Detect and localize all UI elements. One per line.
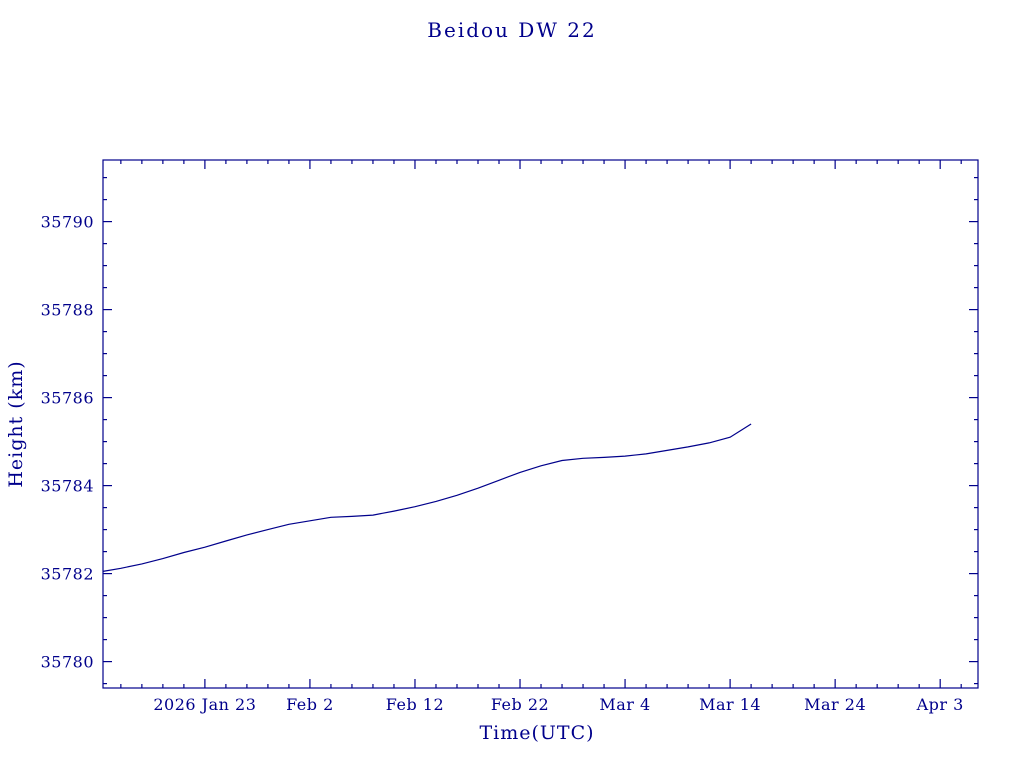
y-tick-label: 35786 [41,389,94,408]
x-tick-label: Mar 4 [599,695,650,714]
chart-title: Beidou DW 22 [427,18,596,42]
x-tick-label: Feb 2 [286,695,334,714]
y-tick-label: 35790 [41,213,94,232]
y-tick-label: 35784 [41,477,94,496]
x-tick-label: Apr 3 [916,695,964,714]
y-tick-label: 35780 [41,653,94,672]
x-tick-label: Feb 12 [386,695,444,714]
y-tick-label: 35788 [41,301,94,320]
x-tick-label: Feb 22 [491,695,549,714]
axis-tick-labels: 2026 Jan 23 Feb 2 Feb 12 Feb 22 Mar 4 Mar 14 M… [41,213,964,714]
x-tick-label: Mar 14 [699,695,761,714]
x-tick-label: Mar 24 [804,695,866,714]
plot-area-border [102,159,979,689]
x-axis-label: Time(UTC) [479,722,594,744]
minor-axis-ticks [103,160,978,688]
x-tick-label: 2026 Jan 23 [153,695,256,714]
y-axis-label: Height (km) [5,360,27,487]
y-tick-label: 35782 [41,565,94,584]
data-series-line [102,423,752,572]
major-axis-ticks [103,160,978,688]
